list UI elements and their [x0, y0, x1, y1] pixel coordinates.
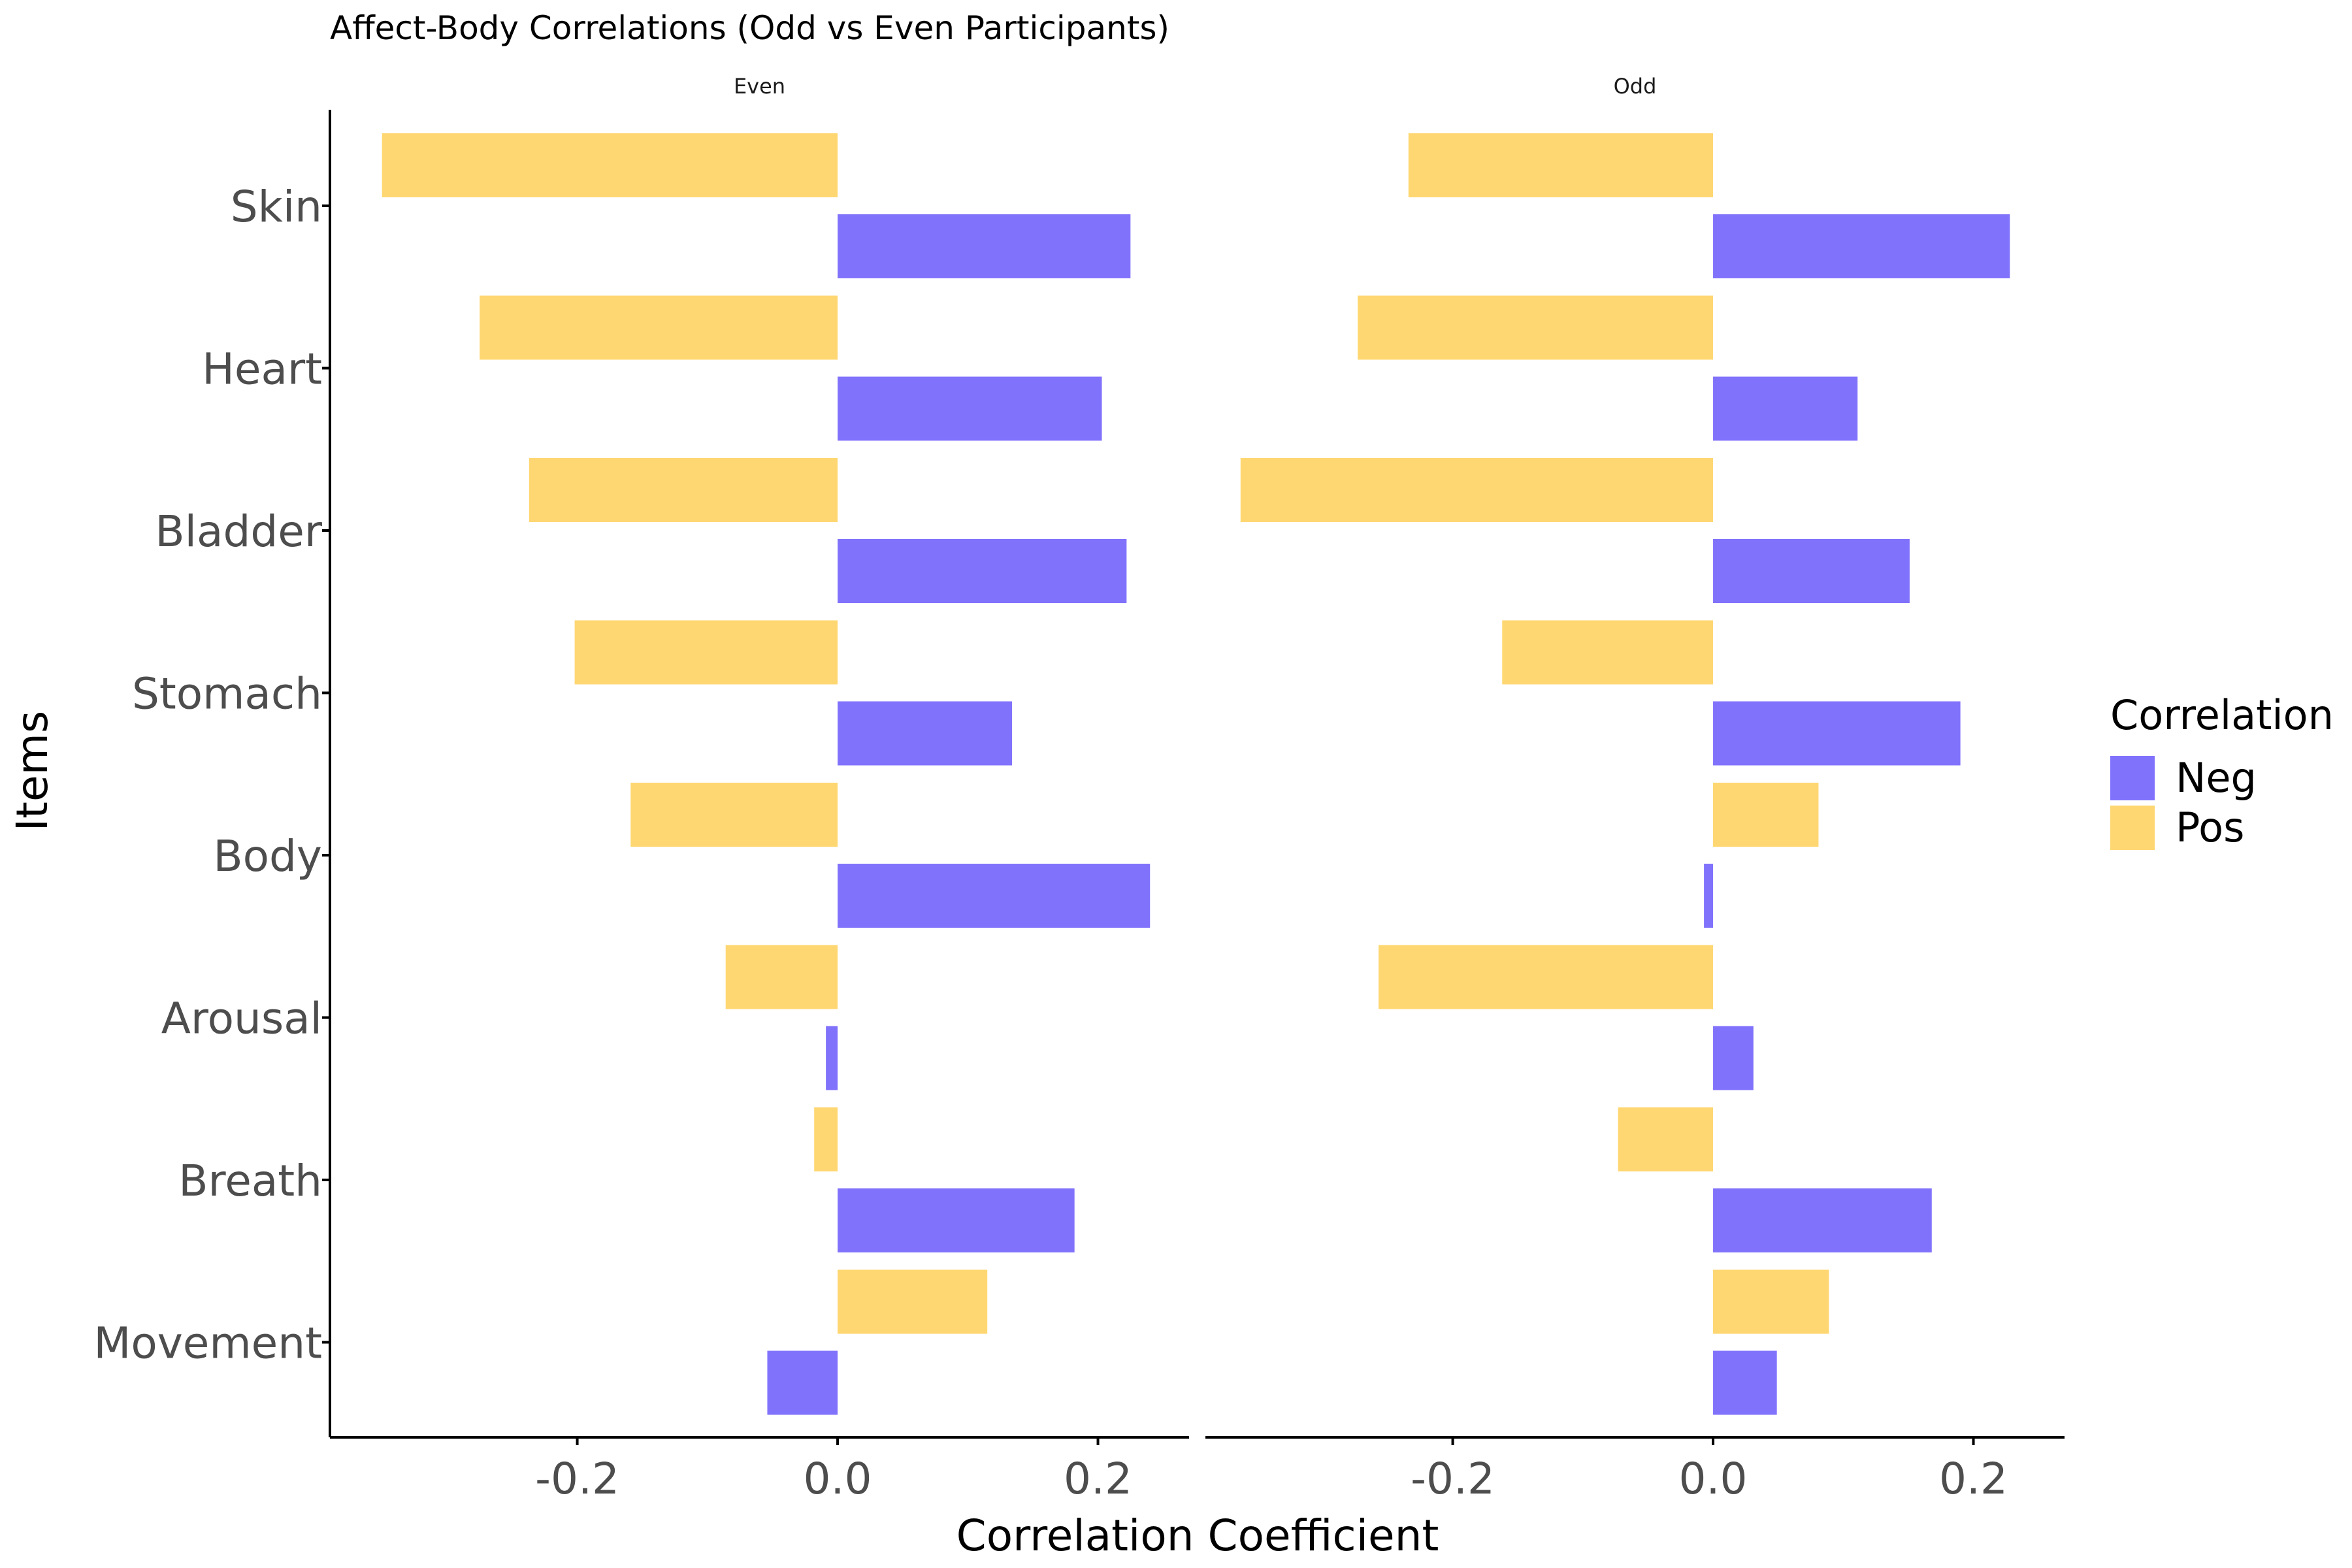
bar-odd-arousal-neg: [1713, 1026, 1754, 1090]
bar-odd-breath-neg: [1713, 1188, 1932, 1252]
bar-even-stomach-neg: [838, 701, 1013, 766]
chart-title: Affect-Body Correlations (Odd vs Even Pa…: [330, 9, 1169, 47]
legend-swatch-pos: [2110, 806, 2155, 850]
legend-title: Correlation: [2110, 691, 2334, 739]
bar-odd-body-pos: [1713, 783, 1819, 847]
y-axis-title: Items: [7, 711, 57, 832]
bar-even-movement-neg: [767, 1350, 838, 1415]
x-axis-title: Correlation Coefficient: [956, 1511, 1439, 1561]
bar-odd-bladder-neg: [1713, 539, 1910, 603]
bar-even-arousal-neg: [826, 1026, 838, 1090]
bar-even-stomach-pos: [574, 620, 838, 685]
bar-even-breath-neg: [838, 1188, 1075, 1252]
panel-odd: Odd -0.2 0.0 0.2: [1205, 74, 2065, 1504]
x-tick-label: -0.2: [1411, 1454, 1495, 1504]
panel-label: Odd: [1614, 74, 1657, 99]
bar-even-skin-pos: [382, 133, 838, 197]
panel-even: Even -0.2 0.0 0.2: [330, 74, 1189, 1504]
bar-even-body-pos: [630, 783, 838, 847]
bar-even-bladder-pos: [529, 458, 838, 522]
bar-even-bladder-neg: [838, 539, 1127, 603]
x-tick-label: 0.0: [1679, 1454, 1748, 1504]
bar-odd-body-neg: [1704, 864, 1714, 928]
legend-label-neg: Neg: [2176, 754, 2257, 802]
bar-even-heart-neg: [838, 376, 1102, 441]
bar-odd-heart-pos: [1358, 295, 1714, 360]
bar-odd-skin-pos: [1408, 133, 1714, 197]
bar-odd-arousal-pos: [1378, 945, 1714, 1009]
x-tick-label: 0.2: [1939, 1454, 2008, 1504]
x-tick-label: 0.2: [1064, 1454, 1132, 1504]
bar-odd-movement-pos: [1713, 1269, 1829, 1334]
bar-even-body-neg: [838, 864, 1151, 928]
x-tick-label: 0.0: [804, 1454, 872, 1504]
bar-even-arousal-pos: [725, 945, 838, 1009]
bar-odd-heart-neg: [1713, 376, 1858, 441]
bar-odd-skin-neg: [1713, 214, 2010, 278]
bar-odd-bladder-pos: [1240, 458, 1714, 522]
y-tick-label: Breath: [178, 1156, 322, 1206]
y-tick-label: Skin: [231, 182, 322, 232]
y-axis: Skin Heart Bladder Stomach Body Arousal Breath…: [93, 110, 331, 1437]
panel-label: Even: [734, 74, 785, 99]
bar-even-movement-pos: [838, 1269, 988, 1334]
y-tick-label: Movement: [93, 1318, 322, 1369]
x-tick-label: -0.2: [535, 1454, 619, 1504]
legend-swatch-neg: [2110, 756, 2155, 800]
panels: Even -0.2 0.0 0.2 Odd -0.2 0.0 0.2: [330, 74, 2065, 1504]
bar-odd-breath-pos: [1618, 1107, 1714, 1171]
bar-odd-movement-neg: [1713, 1350, 1777, 1415]
bar-even-skin-neg: [838, 214, 1131, 278]
bar-odd-stomach-pos: [1502, 620, 1714, 685]
y-tick-label: Bladder: [155, 506, 322, 557]
legend-label-pos: Pos: [2176, 804, 2244, 851]
bar-odd-stomach-neg: [1713, 701, 1961, 766]
bar-even-heart-pos: [480, 295, 838, 360]
y-tick-label: Heart: [202, 344, 322, 395]
bar-even-breath-pos: [814, 1107, 838, 1171]
y-tick-label: Stomach: [132, 669, 322, 719]
y-tick-label: Arousal: [161, 994, 322, 1044]
y-tick-label: Body: [213, 831, 322, 881]
